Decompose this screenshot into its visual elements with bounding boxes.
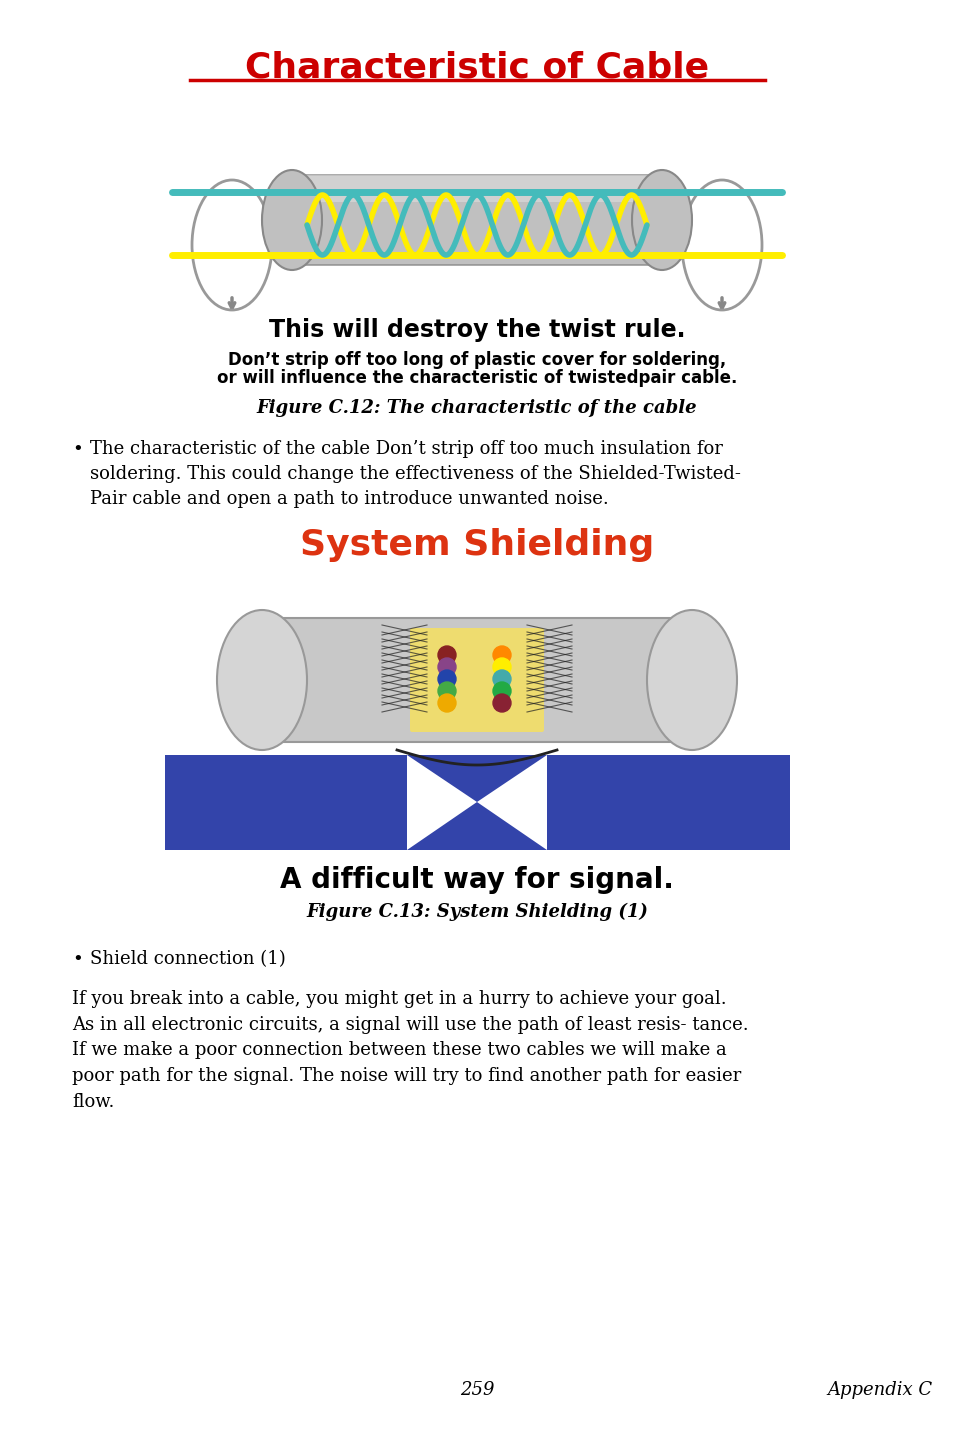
Text: This will destroy the twist rule.: This will destroy the twist rule. xyxy=(269,317,684,342)
Circle shape xyxy=(493,646,511,664)
Text: A difficult way for signal.: A difficult way for signal. xyxy=(280,867,673,894)
Text: The characteristic of the cable Don’t strip off too much insulation for
solderin: The characteristic of the cable Don’t st… xyxy=(90,440,740,508)
Circle shape xyxy=(437,646,456,664)
Text: Shield connection (1): Shield connection (1) xyxy=(90,950,286,968)
Circle shape xyxy=(437,658,456,676)
Circle shape xyxy=(437,694,456,712)
FancyBboxPatch shape xyxy=(410,628,543,732)
FancyBboxPatch shape xyxy=(292,174,661,265)
Ellipse shape xyxy=(646,611,737,749)
Circle shape xyxy=(493,671,511,688)
Circle shape xyxy=(437,671,456,688)
FancyBboxPatch shape xyxy=(292,174,661,202)
Ellipse shape xyxy=(216,611,307,749)
Text: Don’t strip off too long of plastic cover for soldering,: Don’t strip off too long of plastic cove… xyxy=(228,350,725,369)
Polygon shape xyxy=(407,755,476,849)
Text: Appendix C: Appendix C xyxy=(826,1381,932,1399)
Text: •: • xyxy=(71,950,83,968)
Text: or will influence the characteristic of twistedpair cable.: or will influence the characteristic of … xyxy=(216,369,737,388)
Text: 259: 259 xyxy=(459,1381,494,1399)
Ellipse shape xyxy=(262,170,322,270)
Circle shape xyxy=(493,658,511,676)
Ellipse shape xyxy=(631,170,691,270)
Circle shape xyxy=(493,682,511,701)
Polygon shape xyxy=(476,755,546,849)
Circle shape xyxy=(437,682,456,701)
Text: System Shielding: System Shielding xyxy=(299,528,654,562)
Circle shape xyxy=(493,694,511,712)
Text: •: • xyxy=(71,440,83,458)
Text: Figure C.13: System Shielding (1): Figure C.13: System Shielding (1) xyxy=(306,902,647,921)
Text: Characteristic of Cable: Characteristic of Cable xyxy=(245,51,708,84)
Text: If you break into a cable, you might get in a hurry to achieve your goal.
As in : If you break into a cable, you might get… xyxy=(71,990,748,1111)
FancyBboxPatch shape xyxy=(254,618,699,742)
Bar xyxy=(165,755,789,849)
Text: Figure C.12: The characteristic of the cable: Figure C.12: The characteristic of the c… xyxy=(256,399,697,418)
